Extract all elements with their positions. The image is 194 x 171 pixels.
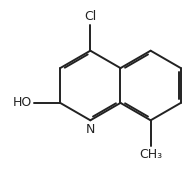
Text: N: N <box>86 123 95 136</box>
Text: Cl: Cl <box>84 10 96 23</box>
Text: HO: HO <box>13 96 32 109</box>
Text: CH₃: CH₃ <box>139 148 162 161</box>
